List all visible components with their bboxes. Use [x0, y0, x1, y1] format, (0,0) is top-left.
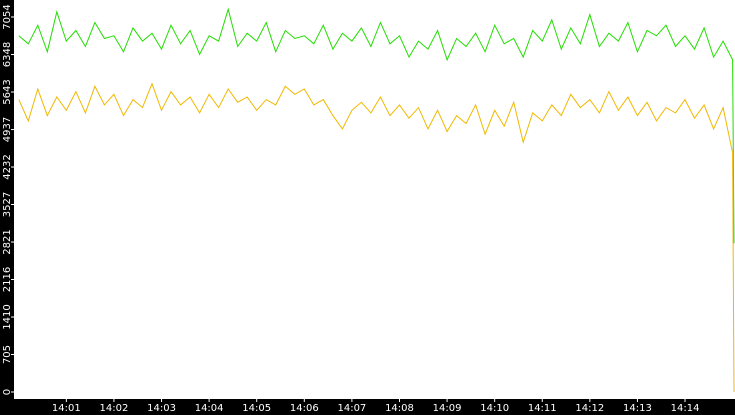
series-line — [18, 82, 735, 393]
y-tick-label: 705 — [2, 345, 13, 364]
x-tick-label: 14:12 — [575, 403, 604, 414]
y-tick-label: 7054 — [2, 4, 13, 29]
x-tick-label: 14:10 — [480, 403, 509, 414]
x-tick-label: 14:06 — [290, 403, 319, 414]
y-tick-label: 5643 — [2, 79, 13, 104]
y-tick-label: 3527 — [2, 192, 13, 217]
x-tick-label: 14:13 — [623, 403, 652, 414]
x-tick-label: 14:11 — [528, 403, 557, 414]
x-tick-label: 14:09 — [433, 403, 462, 414]
plot-area — [14, 0, 735, 399]
series-line — [18, 7, 735, 244]
x-tick-label: 14:07 — [337, 403, 366, 414]
y-tick-label: 4937 — [2, 117, 13, 142]
y-tick-label: 1410 — [2, 304, 13, 329]
y-tick-label: 0 — [2, 389, 13, 395]
y-tick-label: 6348 — [2, 42, 13, 67]
y-tick-label: 4232 — [2, 154, 13, 179]
x-tick-label: 14:02 — [100, 403, 129, 414]
x-tick-label: 14:01 — [52, 403, 81, 414]
x-tick-label: 14:14 — [671, 403, 700, 414]
y-tick-label: 2116 — [2, 267, 13, 292]
x-tick-label: 14:03 — [147, 403, 176, 414]
y-tick-label: 2821 — [2, 229, 13, 254]
x-tick-label: 14:04 — [195, 403, 224, 414]
x-tick-label: 14:08 — [385, 403, 414, 414]
x-tick-label: 14:05 — [242, 403, 271, 414]
